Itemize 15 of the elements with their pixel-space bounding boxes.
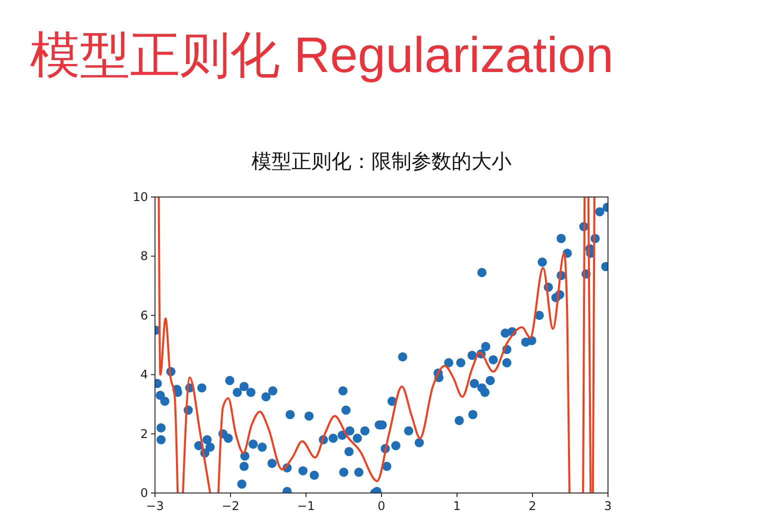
- chart-title: 模型正则化 Regularization: [30, 27, 614, 83]
- y-tick-label: 2: [140, 426, 148, 441]
- x-tick-label: −3: [146, 499, 164, 513]
- x-tick-label: 3: [604, 499, 612, 513]
- x-tick-label: −1: [297, 499, 315, 513]
- x-tick-label: 0: [378, 499, 386, 513]
- x-tick-label: −2: [222, 499, 240, 513]
- x-tick-label: 1: [453, 499, 461, 513]
- chart-subtitle: 模型正则化：限制参数的大小: [252, 149, 512, 173]
- y-tick-label: 10: [132, 190, 148, 204]
- y-tick-label: 8: [140, 249, 148, 264]
- y-tick-label: 0: [140, 486, 148, 500]
- y-tick-label: 6: [140, 308, 148, 322]
- y-tick-label: 4: [140, 368, 148, 382]
- x-tick-label: 2: [528, 499, 536, 513]
